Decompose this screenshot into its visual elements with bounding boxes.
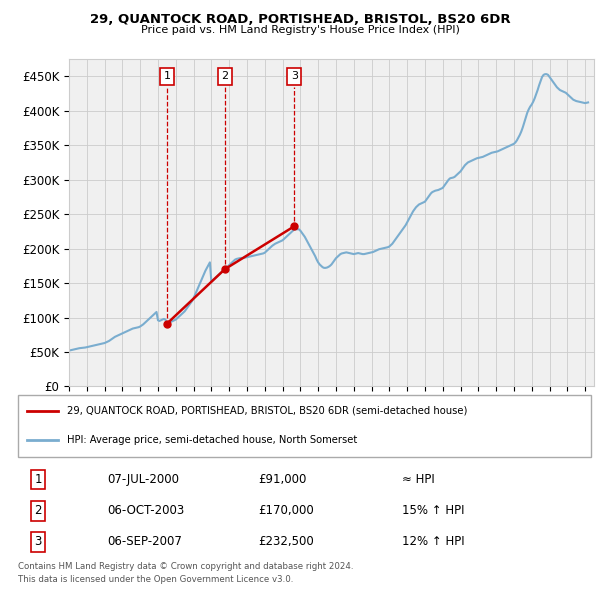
Text: 1: 1: [163, 71, 170, 81]
Text: Price paid vs. HM Land Registry's House Price Index (HPI): Price paid vs. HM Land Registry's House …: [140, 25, 460, 35]
Text: 07-JUL-2000: 07-JUL-2000: [107, 473, 179, 486]
Text: 15% ↑ HPI: 15% ↑ HPI: [402, 504, 464, 517]
Text: £232,500: £232,500: [259, 536, 314, 549]
Text: HPI: Average price, semi-detached house, North Somerset: HPI: Average price, semi-detached house,…: [67, 435, 357, 445]
Text: Contains HM Land Registry data © Crown copyright and database right 2024.: Contains HM Land Registry data © Crown c…: [18, 562, 353, 571]
Text: 1: 1: [34, 473, 42, 486]
Text: 06-SEP-2007: 06-SEP-2007: [107, 536, 182, 549]
Text: £91,000: £91,000: [259, 473, 307, 486]
Text: ≈ HPI: ≈ HPI: [402, 473, 434, 486]
Text: 06-OCT-2003: 06-OCT-2003: [107, 504, 184, 517]
Text: £170,000: £170,000: [259, 504, 314, 517]
Text: 29, QUANTOCK ROAD, PORTISHEAD, BRISTOL, BS20 6DR: 29, QUANTOCK ROAD, PORTISHEAD, BRISTOL, …: [89, 13, 511, 26]
Text: 12% ↑ HPI: 12% ↑ HPI: [402, 536, 464, 549]
Text: 2: 2: [34, 504, 42, 517]
Text: 2: 2: [221, 71, 228, 81]
Text: 3: 3: [291, 71, 298, 81]
Text: 29, QUANTOCK ROAD, PORTISHEAD, BRISTOL, BS20 6DR (semi-detached house): 29, QUANTOCK ROAD, PORTISHEAD, BRISTOL, …: [67, 406, 467, 416]
Text: This data is licensed under the Open Government Licence v3.0.: This data is licensed under the Open Gov…: [18, 575, 293, 584]
Text: 3: 3: [34, 536, 42, 549]
